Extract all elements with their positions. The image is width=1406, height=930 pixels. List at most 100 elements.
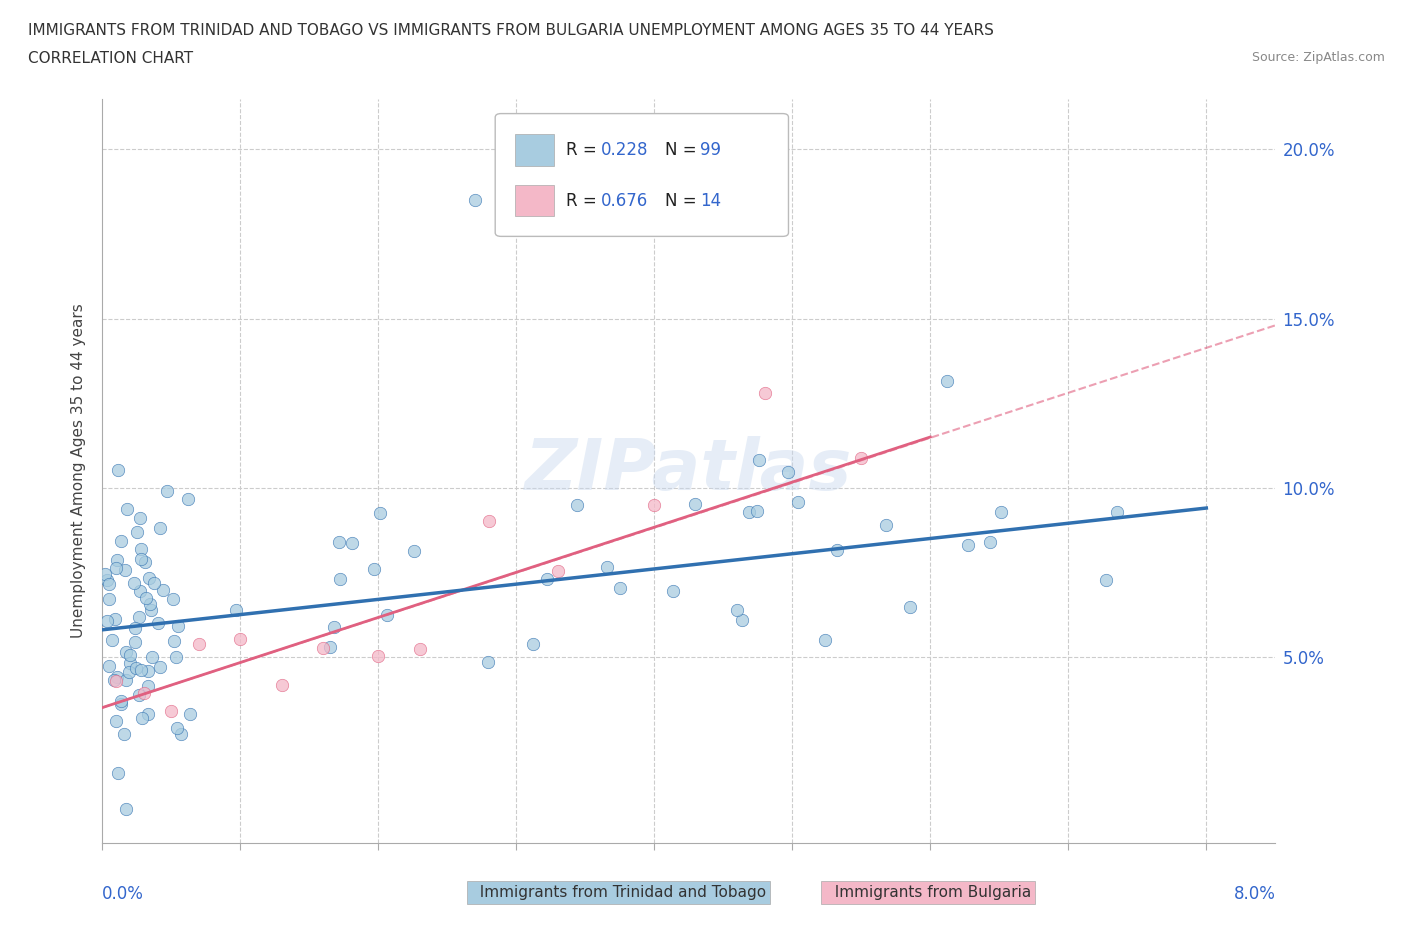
Text: R =: R = xyxy=(565,192,602,209)
Point xyxy=(1107,505,1129,520)
Point xyxy=(787,495,810,510)
Point xyxy=(94,566,117,581)
Point xyxy=(596,560,619,575)
Point xyxy=(131,711,153,725)
Point xyxy=(851,450,873,465)
Point xyxy=(748,453,770,468)
Point xyxy=(404,544,426,559)
Point xyxy=(136,679,159,694)
Point xyxy=(125,525,148,539)
Point xyxy=(128,687,150,702)
Point xyxy=(363,562,385,577)
Point xyxy=(104,713,127,728)
Point xyxy=(134,554,156,569)
Point xyxy=(745,503,768,518)
Point xyxy=(323,620,346,635)
Point xyxy=(124,634,146,649)
Bar xyxy=(515,185,554,217)
Text: CORRELATION CHART: CORRELATION CHART xyxy=(28,51,193,66)
Point xyxy=(143,576,166,591)
Point xyxy=(177,491,200,506)
Point xyxy=(96,573,118,588)
Point xyxy=(738,505,761,520)
Point xyxy=(129,662,152,677)
Point xyxy=(135,591,157,605)
Point xyxy=(105,560,128,575)
Point xyxy=(609,580,631,595)
Point xyxy=(464,193,486,207)
Text: 8.0%: 8.0% xyxy=(1233,884,1275,903)
Text: N =: N = xyxy=(665,192,702,209)
Point xyxy=(129,541,152,556)
Point xyxy=(166,721,188,736)
Point xyxy=(125,660,148,675)
Point xyxy=(408,641,430,656)
Point xyxy=(139,603,162,618)
Point xyxy=(935,374,957,389)
Text: N =: N = xyxy=(665,141,702,159)
Point xyxy=(129,584,152,599)
Bar xyxy=(515,135,554,166)
Point xyxy=(98,577,121,591)
Point xyxy=(136,707,159,722)
Point xyxy=(155,484,177,498)
Point xyxy=(103,672,125,687)
Point xyxy=(124,620,146,635)
Point xyxy=(956,538,979,552)
Point xyxy=(107,766,129,781)
Point xyxy=(138,570,160,585)
Point xyxy=(122,575,145,590)
Point xyxy=(478,514,501,529)
Point xyxy=(128,610,150,625)
Point xyxy=(187,636,209,651)
Point xyxy=(98,591,121,606)
Point xyxy=(98,658,121,673)
Point xyxy=(754,386,776,401)
Point xyxy=(110,697,132,711)
Point xyxy=(96,613,118,628)
Point xyxy=(179,707,201,722)
Point xyxy=(328,535,350,550)
Text: R =: R = xyxy=(565,141,602,159)
Point xyxy=(129,551,152,566)
Point xyxy=(117,501,139,516)
Point xyxy=(128,511,150,525)
Text: 99: 99 xyxy=(700,141,721,159)
Point xyxy=(115,672,138,687)
Text: Source: ZipAtlas.com: Source: ZipAtlas.com xyxy=(1251,51,1385,64)
Point xyxy=(683,497,706,512)
Point xyxy=(900,600,922,615)
Point xyxy=(138,596,160,611)
Point xyxy=(141,650,163,665)
Point xyxy=(118,664,141,679)
Point xyxy=(160,704,183,719)
Y-axis label: Unemployment Among Ages 35 to 44 years: Unemployment Among Ages 35 to 44 years xyxy=(72,303,86,638)
Point xyxy=(778,465,800,480)
Point xyxy=(725,603,748,618)
Point xyxy=(990,505,1012,520)
Point xyxy=(105,552,128,567)
Point xyxy=(110,534,132,549)
Point xyxy=(536,572,558,587)
Point xyxy=(814,633,837,648)
Point xyxy=(1095,573,1118,588)
Point xyxy=(229,631,252,646)
Point xyxy=(477,655,499,670)
Text: 0.228: 0.228 xyxy=(600,141,648,159)
Point xyxy=(329,572,352,587)
Point xyxy=(319,639,342,654)
Point xyxy=(107,463,129,478)
Text: 0.676: 0.676 xyxy=(600,192,648,209)
Point xyxy=(340,536,363,551)
Point xyxy=(132,685,155,700)
Point xyxy=(270,677,292,692)
Point xyxy=(165,650,187,665)
Point xyxy=(162,591,184,606)
Point xyxy=(731,613,754,628)
Point xyxy=(225,603,247,618)
Point xyxy=(114,562,136,577)
Point xyxy=(375,607,398,622)
Point xyxy=(118,656,141,671)
Point xyxy=(148,521,170,536)
Point xyxy=(875,518,897,533)
